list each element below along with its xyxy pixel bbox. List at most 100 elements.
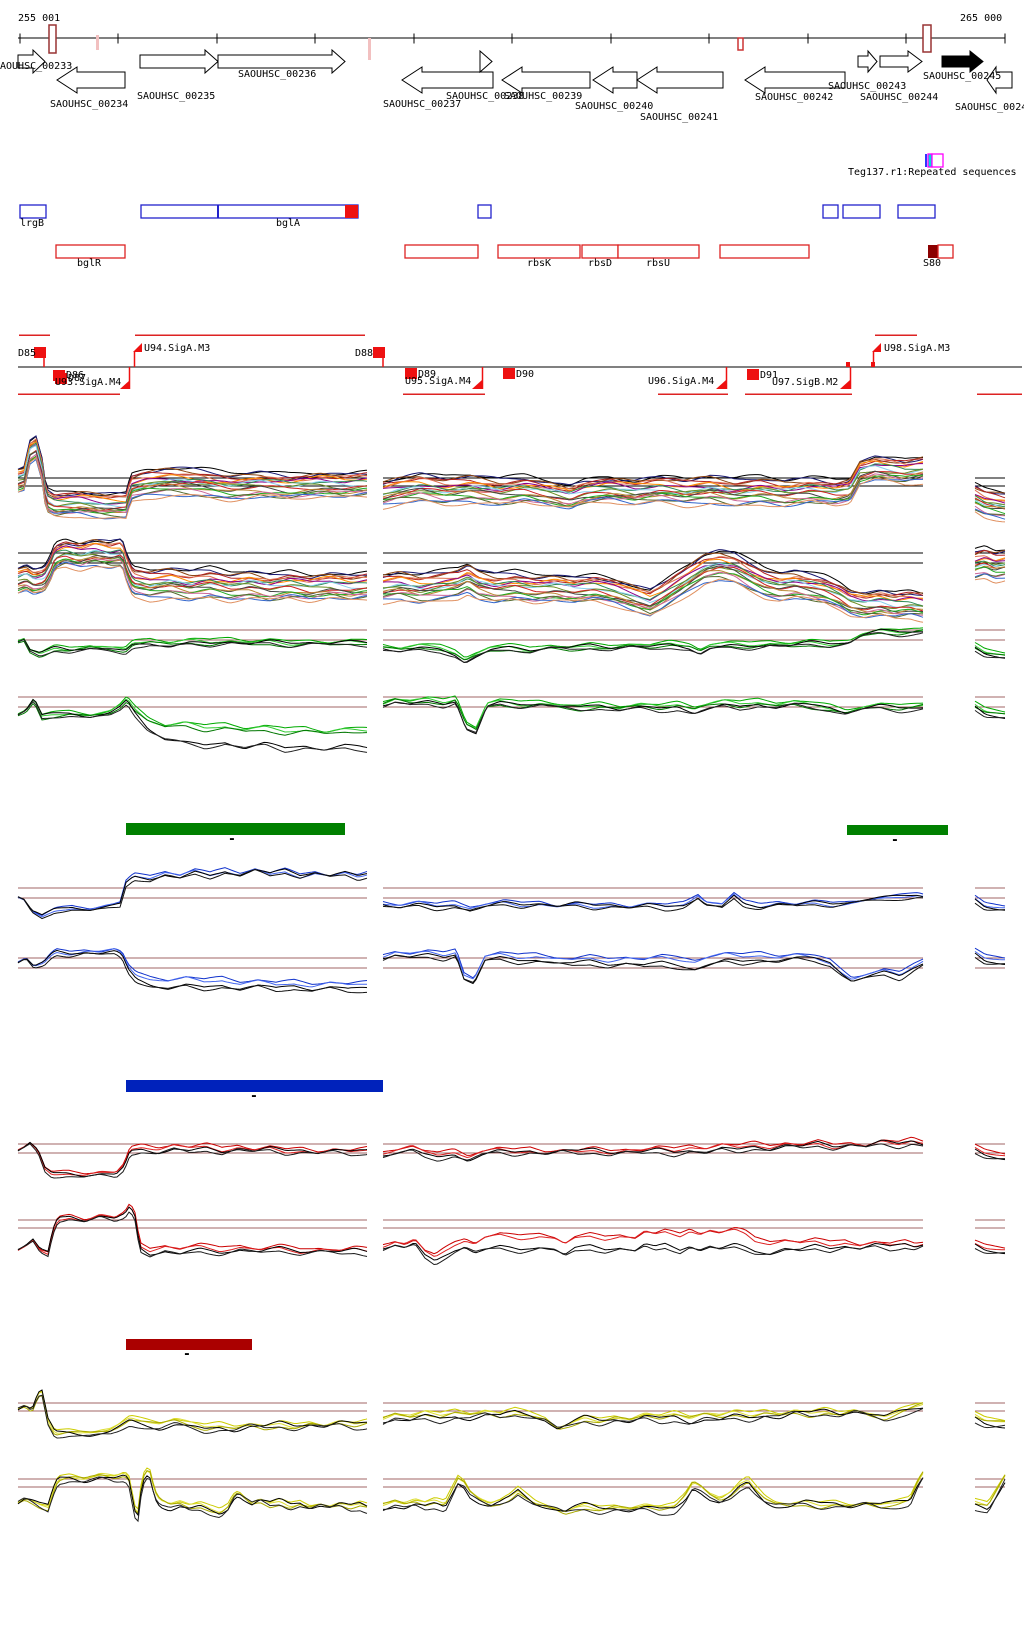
flag-box-D89[interactable] bbox=[405, 368, 417, 379]
gene-label-SAOUHSC_0024: SAOUHSC_0024 bbox=[955, 102, 1024, 113]
blue-signal-row-1 bbox=[17, 867, 1006, 920]
blue-feature-box-lrgB[interactable] bbox=[19, 204, 47, 219]
flag-triangle-U94.SigA.M3[interactable] bbox=[133, 343, 142, 352]
flag-label-D91: D91 bbox=[760, 370, 779, 381]
gene-arrow-SAOUHSC_00244[interactable] bbox=[879, 50, 923, 73]
blue-feature-box[interactable] bbox=[897, 204, 936, 219]
repeat-region-track bbox=[925, 153, 944, 168]
darkred-strand-bar-strand-sign: - bbox=[183, 1347, 191, 1362]
tiling-array-row-2 bbox=[17, 538, 1006, 623]
feature-label-rbsK: rbsK bbox=[527, 258, 552, 269]
feature-label-bglA: bglA bbox=[276, 218, 301, 229]
flag-label-U95.SigA.M4: U95.SigA.M4 bbox=[405, 376, 472, 387]
flag-triangle-U96.SigA.M4[interactable] bbox=[716, 380, 726, 389]
gene-arrow-SAOUHSC_00239[interactable] bbox=[501, 66, 591, 94]
gene-arrow-SAOUHSC_00238[interactable] bbox=[479, 49, 493, 74]
gene-label-SAOUHSC_00236: SAOUHSC_00236 bbox=[238, 69, 317, 80]
gene-label-SAOUHSC_00237: SAOUHSC_00237 bbox=[383, 99, 462, 110]
feature-label-rbsD: rbsD bbox=[588, 258, 613, 269]
flag-box-D90[interactable] bbox=[503, 368, 515, 379]
feature-label-lrgB: lrgB bbox=[20, 218, 45, 229]
gene-arrow-SAOUHSC_00235[interactable] bbox=[139, 48, 219, 75]
flag-label-D90: D90 bbox=[516, 369, 535, 380]
flag-label-U98.SigA.M3: U98.SigA.M3 bbox=[884, 343, 951, 354]
gene-arrow-SAOUHSC_00237[interactable] bbox=[401, 66, 494, 94]
feature-label-S80: S80 bbox=[923, 258, 942, 269]
red-feature-box-bglR[interactable] bbox=[55, 244, 126, 259]
flag-label-D87: D87 bbox=[68, 373, 87, 384]
feature-label-bglR: bglR bbox=[77, 258, 102, 269]
gene-label-SAOUHSC_00243: SAOUHSC_00243 bbox=[828, 81, 907, 92]
gene-arrow-AOUHSC_00233[interactable] bbox=[17, 48, 46, 75]
pink-tick[interactable] bbox=[368, 38, 371, 60]
blue-signal-row-2 bbox=[17, 947, 1006, 994]
yellow-signal-row-2 bbox=[17, 1467, 1006, 1523]
blue-feature-box-bglA[interactable] bbox=[140, 204, 359, 219]
red-feature-box-rbsK[interactable] bbox=[497, 244, 581, 259]
flag-label-D89: D89 bbox=[418, 369, 437, 380]
repeat-region-label: Teg137.r1:Repeated sequences bbox=[848, 167, 1017, 178]
blue-feature-box[interactable] bbox=[842, 204, 881, 219]
flag-label-U93.SigA.M4: U93.SigA.M4 bbox=[55, 377, 122, 388]
gene-label-SAOUHSC_00240: SAOUHSC_00240 bbox=[575, 101, 654, 112]
boundary-marker[interactable] bbox=[922, 24, 932, 53]
darkred-strand-bar[interactable] bbox=[126, 1339, 252, 1350]
gene-label-SAOUHSC_00245: SAOUHSC_00245 bbox=[923, 71, 1002, 82]
flag-label-D86: D86 bbox=[66, 370, 85, 381]
gene-label-AOUHSC_00233: AOUHSC_00233 bbox=[0, 61, 73, 72]
gene-label-SAOUHSC_00242: SAOUHSC_00242 bbox=[755, 92, 834, 103]
red-tick[interactable] bbox=[737, 37, 744, 51]
gene-label-SAOUHSC_00239: SAOUHSC_00239 bbox=[504, 91, 583, 102]
tiling-array-row-1 bbox=[17, 435, 1006, 523]
blue-strand-bar[interactable] bbox=[126, 1080, 383, 1092]
red-feature-box-rbsU[interactable] bbox=[617, 244, 700, 259]
green-strand-bar-left-strand-sign: - bbox=[228, 832, 236, 847]
flag-box-D91[interactable] bbox=[747, 369, 759, 380]
red-feature-box[interactable] bbox=[404, 244, 479, 259]
flag-box-D85[interactable] bbox=[34, 347, 46, 358]
gene-label-SAOUHSC_00235: SAOUHSC_00235 bbox=[137, 91, 216, 102]
flag-label-U97.SigB.M2: U97.SigB.M2 bbox=[772, 377, 839, 388]
flag-triangle-U95.SigA.M4[interactable] bbox=[472, 380, 482, 389]
gene-label-SAOUHSC_00241: SAOUHSC_00241 bbox=[640, 112, 719, 123]
feature-label-rbsU: rbsU bbox=[646, 258, 671, 269]
flag-triangle-U98.SigA.M3[interactable] bbox=[872, 343, 881, 352]
gene-arrow-SAOUHSC_00241[interactable] bbox=[636, 66, 724, 94]
flag-box-D87[interactable] bbox=[55, 373, 67, 384]
coordinate-ruler bbox=[18, 24, 1006, 60]
gene-arrow-SAOUHSC_00243[interactable] bbox=[857, 49, 878, 74]
flag-label-U96.SigA.M4: U96.SigA.M4 bbox=[648, 376, 715, 387]
flag-triangle-U97.SigB.M2[interactable] bbox=[840, 380, 850, 389]
green-strand-bar-left[interactable] bbox=[126, 823, 345, 835]
red-feature-box[interactable] bbox=[719, 244, 810, 259]
pink-tick[interactable] bbox=[96, 35, 99, 50]
green-signal-row-2 bbox=[17, 695, 1006, 753]
repeat-mark-box[interactable] bbox=[931, 153, 944, 168]
flag-label-U94.SigA.M3: U94.SigA.M3 bbox=[144, 343, 211, 354]
green-strand-bar-right[interactable] bbox=[847, 825, 948, 835]
flag-box-D88[interactable] bbox=[373, 347, 385, 358]
gene-label-SAOUHSC_00244: SAOUHSC_00244 bbox=[860, 92, 939, 103]
boundary-marker[interactable] bbox=[48, 24, 57, 54]
red-feature-box-S80[interactable] bbox=[937, 244, 954, 259]
gene-arrow-SAOUHSC_00245[interactable] bbox=[941, 49, 984, 74]
blue-feature-box[interactable] bbox=[477, 204, 492, 219]
gene-arrow-SAOUHSC_00242[interactable] bbox=[744, 66, 846, 94]
flag-track bbox=[18, 334, 1022, 395]
gene-arrow-SAOUHSC_00234[interactable] bbox=[56, 66, 126, 94]
gene-arrow-SAOUHSC_00236[interactable] bbox=[217, 48, 346, 75]
ruler-right-coordinate: 265 000 bbox=[960, 13, 1003, 24]
flag-label-D88: D88 bbox=[355, 348, 374, 359]
blue-feature-box[interactable] bbox=[822, 204, 839, 219]
gene-track bbox=[17, 48, 1013, 95]
red-signal-row-1 bbox=[17, 1136, 1006, 1179]
gene-arrow-SAOUHSC_00240[interactable] bbox=[592, 66, 638, 94]
red-signal-row-2 bbox=[17, 1203, 1006, 1266]
gene-arrow-SAOUHSC_0024[interactable] bbox=[986, 65, 1013, 95]
repeat-mark-blue[interactable] bbox=[925, 154, 927, 167]
gene-label-SAOUHSC_00238: SAOUHSC_00238 bbox=[446, 91, 525, 102]
red-feature-box-rbsD[interactable] bbox=[581, 244, 619, 259]
flag-triangle-U93.SigA.M4[interactable] bbox=[120, 380, 130, 389]
